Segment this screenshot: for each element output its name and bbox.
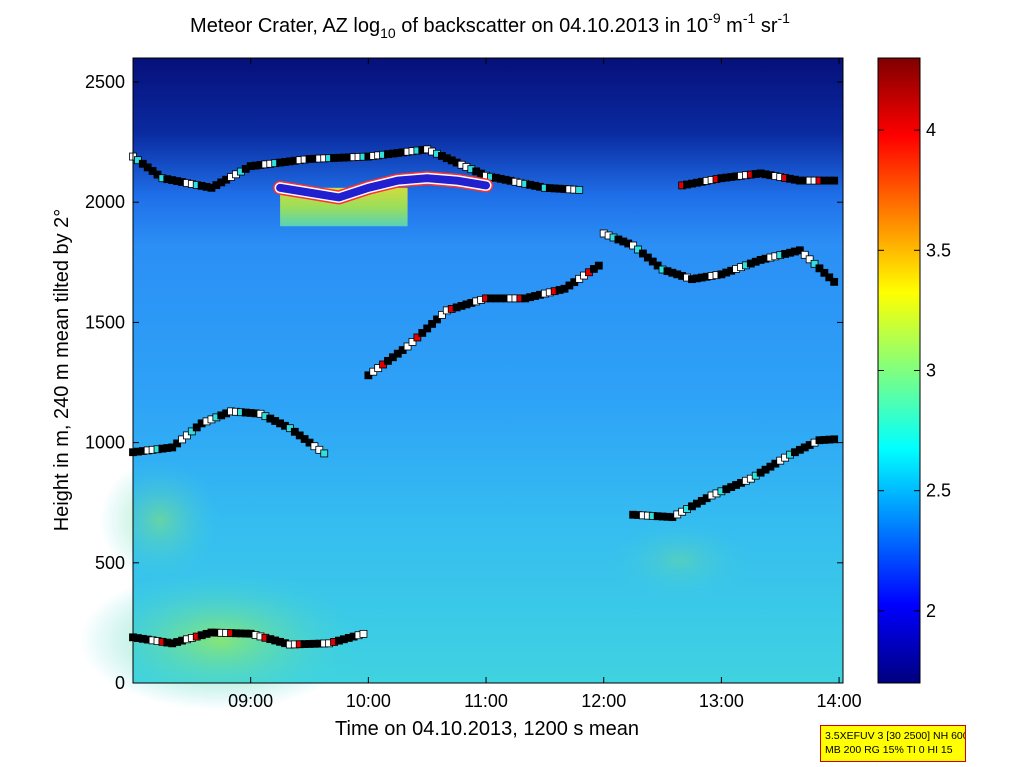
x-tick-label: 10:00 [346, 691, 391, 711]
layer-marker [359, 629, 368, 638]
x-tick-label: 11:00 [464, 691, 508, 711]
info-box: 3.5XEFUV 3 [30 2500] NH 600 MB 200 RG 15… [820, 725, 966, 762]
layer-marker [830, 176, 839, 185]
layer-marker [830, 435, 839, 444]
layer-marker [830, 277, 839, 286]
y-tick-label: 1000 [85, 433, 125, 453]
plot-area [80, 57, 844, 710]
info-line-1: 3.5XEFUV 3 [30 2500] NH 600 [825, 730, 966, 742]
x-tick-label: 13:00 [699, 691, 744, 711]
colorbar-tick-label: 4 [926, 120, 936, 140]
layer-markers [129, 145, 839, 649]
plot-frame [132, 57, 844, 684]
y-tick-label: 1500 [85, 312, 125, 332]
colorbar-tick-label: 3 [926, 361, 936, 381]
colorbar-tick-label: 2 [926, 601, 936, 621]
y-tick-label: 0 [115, 673, 125, 693]
layer-marker [575, 186, 584, 194]
layer-marker [653, 261, 662, 270]
layer-marker [433, 315, 441, 324]
colorbar-gradient [877, 57, 921, 684]
layer-marker [168, 443, 177, 452]
x-tick-label: 09:00 [228, 691, 273, 711]
colorbar-ticks: 2 2.5 3 3.5 4 [878, 120, 951, 621]
heatmap-right-blob [610, 520, 750, 600]
chart-title: Meteor Crater, AZ log10 of backscatter o… [190, 10, 790, 41]
y-axis: 0 500 1000 1500 2000 2500 [85, 72, 843, 693]
layer-marker [629, 241, 638, 250]
layer-marker [320, 449, 329, 458]
layer-marker [423, 324, 432, 333]
x-axis-label: Time on 04.10.2013, 1200 s mean [335, 718, 639, 740]
layer-marker [418, 329, 427, 337]
layer-marker [187, 427, 196, 436]
y-tick-label: 500 [95, 553, 125, 573]
layer-marker [192, 423, 201, 432]
y-axis-label: Height in m, 240 m mean tilted by 2° [51, 209, 73, 532]
x-tick-label: 14:00 [817, 691, 862, 711]
cloud-base-line [273, 171, 494, 205]
info-line-2: MB 200 RG 15% TI 0 HI 15 [825, 744, 953, 756]
heatmap-low-blob [80, 570, 360, 710]
layer-marker [815, 264, 824, 273]
colorbar-tick-label: 2.5 [926, 481, 951, 501]
layer-marker [795, 246, 804, 255]
layer-marker [428, 320, 437, 328]
x-axis: 09:00 10:00 11:00 12:00 13:00 14:00 [228, 58, 862, 711]
layer-marker [820, 268, 829, 277]
heatmap-low-blob-2 [100, 460, 220, 580]
x-tick-label: 12:00 [581, 691, 626, 711]
layer-marker [594, 261, 603, 270]
y-tick-label: 2000 [85, 192, 125, 212]
cloud-base-core [276, 174, 491, 202]
layer-marker [438, 311, 446, 319]
layer-marker [634, 245, 642, 254]
layer-marker [810, 259, 819, 268]
layer-marker [639, 249, 647, 258]
layer-marker [173, 439, 182, 448]
layer-marker [800, 250, 809, 259]
layer-marker [805, 255, 814, 264]
layer-marker [825, 273, 834, 282]
layer-marker [648, 257, 657, 266]
layer-marker [643, 253, 652, 262]
layer-marker [408, 338, 417, 346]
layer-marker [403, 342, 412, 351]
colorbar-tick-label: 3.5 [926, 240, 951, 260]
layer-marker [183, 431, 191, 440]
layer-marker [413, 333, 422, 342]
y-tick-label: 2500 [85, 72, 125, 92]
colorbar: 2 2.5 3 3.5 4 [877, 57, 951, 684]
layer-marker [178, 435, 186, 444]
